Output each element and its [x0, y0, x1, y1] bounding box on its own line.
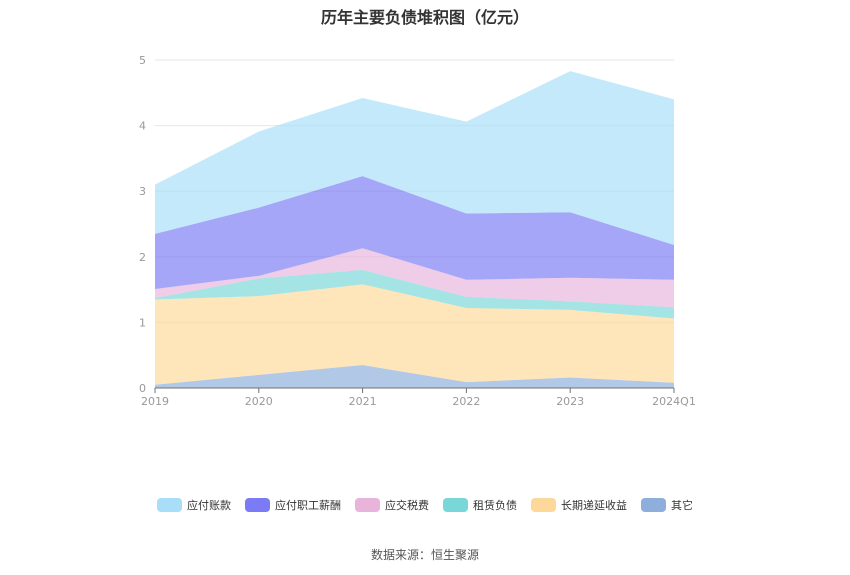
y-tick-label: 5 — [139, 54, 146, 67]
area-应交税费 — [155, 248, 674, 308]
legend-label: 应交税费 — [385, 499, 429, 512]
x-tick-label: 2020 — [245, 395, 273, 408]
legend-swatch — [443, 498, 468, 512]
legend: 应付账款 应付职工薪酬 应交税费 租赁负债 长期递延收益 其它 — [0, 497, 850, 513]
legend-label: 应付账款 — [187, 499, 231, 512]
area-series — [155, 71, 674, 388]
x-tick-label: 2023 — [556, 395, 584, 408]
legend-item[interactable]: 应付账款 — [157, 497, 231, 513]
y-tick-label: 2 — [139, 251, 146, 264]
x-tick-label: 2024Q1 — [652, 395, 696, 408]
area-租赁负债 — [155, 269, 674, 319]
x-tick-label: 2022 — [452, 395, 480, 408]
legend-item[interactable]: 长期递延收益 — [531, 497, 627, 513]
area-应付职工薪酬 — [155, 176, 674, 289]
legend-label: 其它 — [671, 499, 693, 512]
y-tick-label: 0 — [139, 382, 146, 395]
legend-item[interactable]: 租赁负债 — [443, 497, 517, 513]
x-tick-label: 2021 — [349, 395, 377, 408]
area-其它 — [155, 365, 674, 388]
legend-swatch — [355, 498, 380, 512]
legend-item[interactable]: 应交税费 — [355, 497, 429, 513]
legend-item[interactable]: 应付职工薪酬 — [245, 497, 341, 513]
legend-item[interactable]: 其它 — [641, 497, 693, 513]
area-应付账款 — [155, 71, 674, 245]
legend-swatch — [641, 498, 666, 512]
y-tick-label: 3 — [139, 185, 146, 198]
data-source: 数据来源：恒生聚源 — [370, 548, 479, 562]
legend-swatch — [245, 498, 270, 512]
legend-swatch — [157, 498, 182, 512]
y-tick-label: 4 — [139, 120, 146, 133]
y-tick-label: 1 — [139, 316, 146, 329]
chart-title: 历年主要负债堆积图（亿元） — [320, 8, 529, 27]
area-长期递延收益 — [155, 284, 674, 385]
legend-label: 应付职工薪酬 — [275, 499, 341, 512]
legend-label: 租赁负债 — [473, 499, 517, 512]
x-tick-label: 2019 — [141, 395, 169, 408]
legend-swatch — [531, 498, 556, 512]
axes: 0 1 2 3 4 5 2019 2020 2021 2022 2023 2024Q1 — [139, 54, 696, 408]
legend-label: 长期递延收益 — [561, 499, 627, 512]
